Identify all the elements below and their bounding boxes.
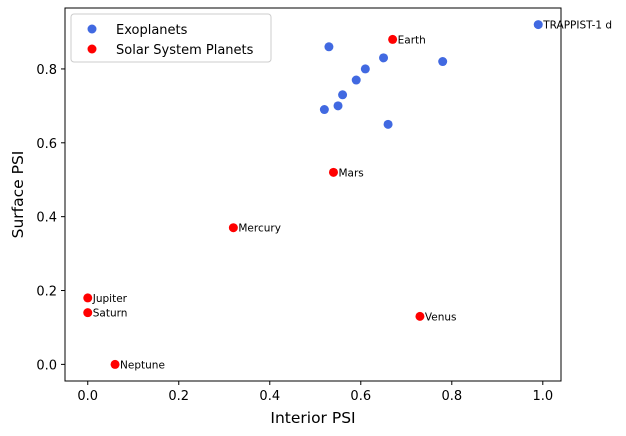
y-tick-label: 0.2 xyxy=(36,285,57,300)
data-points xyxy=(83,20,543,369)
y-axis-label: Surface PSI xyxy=(9,151,27,239)
point-label: Jupiter xyxy=(92,293,128,305)
exoplanet-point xyxy=(438,57,448,67)
x-tick-label: 1.0 xyxy=(532,389,553,404)
x-axis-ticks: 0.0 0.2 0.4 0.6 0.8 1.0 xyxy=(77,381,553,404)
y-tick-label: 0.4 xyxy=(36,211,57,226)
exoplanet-point xyxy=(338,90,348,100)
exoplanet-point xyxy=(333,101,343,111)
solar-planet-point xyxy=(110,359,120,369)
legend-marker xyxy=(87,24,97,34)
legend-box xyxy=(70,13,272,63)
solar-planet-point xyxy=(83,308,93,318)
legend-entry-label: Exoplanets xyxy=(116,23,188,38)
point-label: Earth xyxy=(398,34,426,46)
point-label: Mercury xyxy=(238,223,281,235)
exoplanet-point xyxy=(319,105,329,115)
y-tick-label: 0.8 xyxy=(36,63,57,78)
point-labels: TRAPPIST-1 d Earth Mars Mercury Jupiter Satur… xyxy=(92,20,612,372)
point-label: Saturn xyxy=(93,308,128,320)
legend-entry-label: Solar System Planets xyxy=(116,43,254,58)
exoplanet-point xyxy=(383,119,393,129)
solar-planet-point xyxy=(415,311,425,321)
exoplanet-point xyxy=(351,75,361,85)
y-axis-ticks: 0.0 0.2 0.4 0.6 0.8 xyxy=(36,63,65,373)
solar-planet-point xyxy=(228,223,238,233)
x-tick-label: 0.8 xyxy=(441,389,462,404)
x-tick-label: 0.0 xyxy=(77,389,98,404)
y-tick-label: 0.6 xyxy=(36,137,57,152)
y-tick-label: 0.0 xyxy=(36,358,57,373)
legend: Exoplanets Solar System Planets xyxy=(70,13,272,63)
x-tick-label: 0.2 xyxy=(168,389,189,404)
legend-marker xyxy=(87,44,97,54)
plot-frame xyxy=(64,7,562,382)
exoplanet-point xyxy=(533,20,543,30)
solar-planet-point xyxy=(388,34,398,44)
point-label: Neptune xyxy=(120,359,165,371)
x-tick-label: 0.4 xyxy=(259,389,280,404)
point-label: Venus xyxy=(425,311,457,323)
point-label: TRAPPIST-1 d xyxy=(542,20,612,32)
solar-planet-point xyxy=(83,293,93,303)
exoplanet-point xyxy=(360,64,370,74)
x-tick-label: 0.6 xyxy=(350,389,371,404)
x-axis-label: Interior PSI xyxy=(270,409,355,427)
exoplanet-point xyxy=(379,53,389,63)
point-label: Mars xyxy=(338,167,363,179)
exoplanet-point xyxy=(324,42,334,52)
solar-planet-point xyxy=(328,167,338,177)
